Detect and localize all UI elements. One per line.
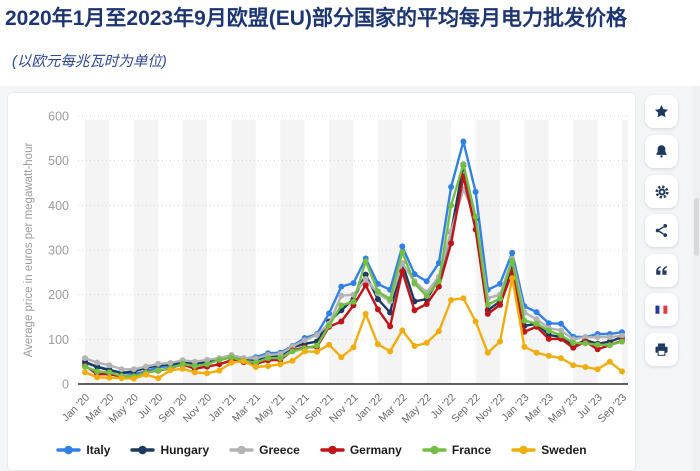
legend-marker-icon	[511, 445, 536, 455]
svg-text:100: 100	[48, 333, 69, 347]
settings-button[interactable]	[645, 175, 678, 208]
share-icon	[655, 224, 668, 237]
print-button[interactable]	[645, 333, 678, 366]
page-title: 2020年1月至2023年9月欧盟(EU)部分国家的平均每月电力批发价格	[5, 7, 627, 30]
legend-item-sweden[interactable]: Sweden	[511, 443, 587, 457]
legend-marker-icon	[56, 445, 82, 455]
legend-item-germany[interactable]: Germany	[320, 443, 402, 457]
legend-label: Greece	[259, 443, 300, 457]
svg-text:500: 500	[48, 154, 69, 168]
chart-legend: Italy Hungary Greece Germany France Swed…	[8, 443, 635, 457]
legend-marker-icon	[320, 445, 345, 455]
legend-label: Hungary	[160, 443, 210, 457]
legend-label: Sweden	[541, 443, 587, 457]
svg-text:600: 600	[48, 110, 69, 124]
legend-item-greece[interactable]: Greece	[229, 443, 300, 457]
chart-card: 0 100 200 300 400 500 600 Jan '20 Mar '20 May '20…	[7, 92, 636, 471]
legend-item-hungary[interactable]: Hungary	[130, 443, 209, 457]
legend-marker-icon	[422, 445, 447, 455]
legend-marker-icon	[130, 445, 156, 455]
legend-item-italy[interactable]: Italy	[56, 443, 110, 457]
legend-item-france[interactable]: France	[422, 443, 491, 457]
svg-text:0: 0	[62, 378, 69, 392]
alert-button[interactable]	[645, 135, 678, 168]
citation-button[interactable]	[645, 254, 678, 287]
svg-text:200: 200	[48, 288, 69, 302]
svg-text:300: 300	[48, 244, 69, 258]
legend-label: Italy	[86, 443, 111, 457]
star-icon	[654, 104, 669, 118]
bell-icon	[656, 145, 667, 158]
scrollbar-track[interactable]	[693, 86, 700, 471]
legend-marker-icon	[229, 445, 254, 455]
language-button[interactable]	[645, 293, 678, 326]
scrollbar-thumb[interactable]	[694, 198, 699, 256]
page-subtitle: (以欧元每兆瓦时为单位)	[12, 54, 167, 70]
french-flag-icon	[655, 305, 668, 314]
gear-icon	[654, 184, 669, 199]
svg-text:400: 400	[48, 199, 69, 213]
legend-label: Germany	[349, 443, 402, 457]
quote-icon	[656, 266, 667, 275]
header: 2020年1月至2023年9月欧盟(EU)部分国家的平均每月电力批发价格 (以欧…	[0, 0, 700, 86]
printer-icon	[655, 343, 668, 356]
favorite-button[interactable]	[645, 95, 678, 128]
svg-text:Average price in euros per meg: Average price in euros per megawatt-hour	[23, 143, 35, 358]
share-button[interactable]	[645, 214, 678, 247]
legend-label: France	[451, 443, 492, 457]
